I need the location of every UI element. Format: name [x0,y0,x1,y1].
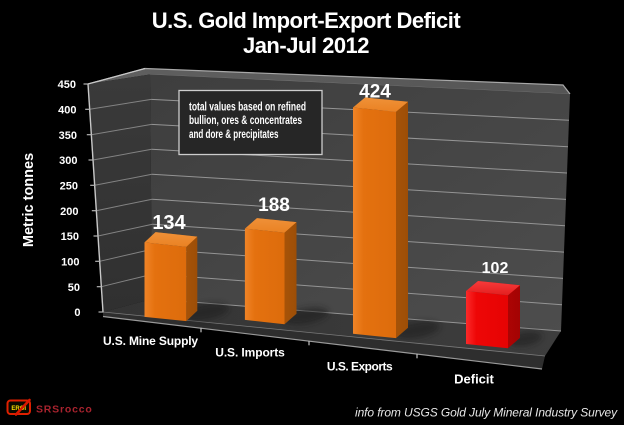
svg-text:Metric tonnes: Metric tonnes [21,153,37,247]
svg-text:bullion, ores & concentrates: bullion, ores & concentrates [189,115,302,127]
svg-text:EROI: EROI [11,406,26,412]
svg-text:and dore & precipitates: and dore & precipitates [189,129,279,141]
svg-text:188: 188 [258,195,290,216]
svg-text:102: 102 [482,260,509,277]
svg-text:0: 0 [74,307,80,319]
svg-text:U.S. Mine Supply: U.S. Mine Supply [103,334,198,348]
svg-text:400: 400 [58,105,76,117]
svg-text:134: 134 [152,212,186,234]
svg-text:300: 300 [59,155,77,167]
svg-text:350: 350 [59,130,77,142]
svg-text:424: 424 [359,82,391,103]
svg-text:Jan-Jul 2012: Jan-Jul 2012 [243,33,369,58]
svg-text:info from USGS Gold July Miner: info from USGS Gold July Mineral Industr… [355,406,618,420]
svg-text:U.S. Exports: U.S. Exports [327,360,393,374]
svg-text:U.S. Imports: U.S. Imports [215,346,285,360]
svg-text:200: 200 [60,206,78,218]
svg-text:150: 150 [61,231,79,243]
svg-text:100: 100 [61,257,79,269]
svg-text:U.S. Gold Import-Export Defici: U.S. Gold Import-Export Deficit [152,8,462,33]
svg-text:250: 250 [60,181,78,193]
svg-text:450: 450 [58,79,76,91]
svg-text:Deficit: Deficit [454,372,494,387]
svg-text:SRSrocco: SRSrocco [36,404,93,416]
svg-text:total values based on refined: total values based on refined [189,102,306,114]
svg-text:50: 50 [68,282,80,294]
